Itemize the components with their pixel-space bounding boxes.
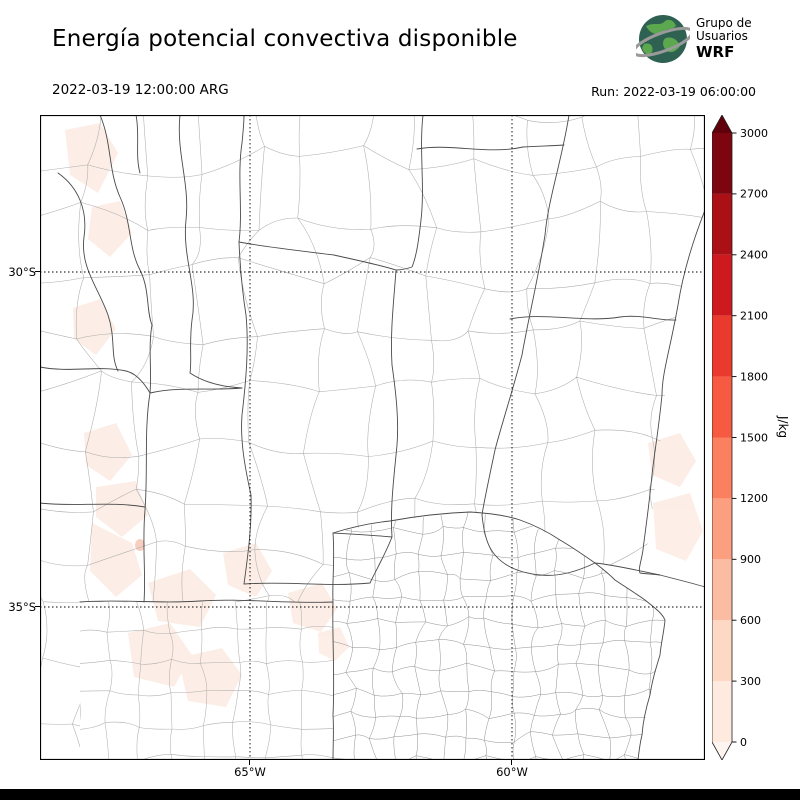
colorbar-segment — [712, 681, 732, 742]
colorbar-tick-label: 1500 — [740, 431, 768, 444]
colorbar-tick-label: 1200 — [740, 492, 768, 505]
department-boundaries — [80, 602, 333, 760]
axis-tick-mark — [35, 271, 40, 272]
colorbar: 0 300 600 900 1200 1500 1800 2100 2400 2700 3000 — [712, 115, 768, 760]
footer-bar — [0, 789, 800, 800]
wrf-logo: Grupo de Usuarios WRF — [636, 12, 752, 66]
ytick-30s-label: 30°S — [8, 265, 36, 279]
colorbar-segment — [712, 498, 732, 560]
province-boundaries — [40, 115, 705, 760]
colorbar-segment — [712, 133, 732, 194]
map-frame — [40, 115, 705, 760]
logo-text-line1: Grupo de — [696, 15, 752, 30]
colorbar-tick-label: 2400 — [740, 249, 768, 262]
globe-icon — [636, 15, 690, 63]
colorbar-segment — [712, 254, 732, 316]
colorbar-tick-label: 900 — [740, 553, 761, 566]
cape-shading-patches — [65, 123, 703, 707]
colorbar-unit-label: J/kg — [776, 416, 790, 439]
colorbar-tick-label: 2100 — [740, 310, 768, 323]
logo-text-line3: WRF — [696, 43, 735, 62]
colorbar-tick-label: 600 — [740, 614, 761, 627]
axis-tick-mark — [35, 606, 40, 607]
valid-time-label: 2022-03-19 12:00:00 ARG — [52, 82, 229, 98]
colorbar-segment — [712, 437, 732, 499]
colorbar-tick-label: 3000 — [740, 127, 768, 140]
ytick-35s-label: 35°S — [8, 600, 36, 614]
colorbar-segment — [712, 315, 732, 377]
orbit-ring-icon — [636, 26, 690, 58]
axis-tick-mark — [511, 760, 512, 765]
logo-text-line2: Usuarios — [696, 29, 748, 44]
colorbar-under-arrow — [712, 742, 732, 760]
map-canvas — [40, 115, 705, 760]
xtick-60w-label: 60°W — [496, 765, 528, 779]
colorbar-segment — [712, 193, 732, 255]
department-boundaries — [333, 512, 665, 760]
run-time-label: Run: 2022-03-19 06:00:00 — [591, 84, 756, 99]
colorbar-tick-label: 1800 — [740, 370, 768, 383]
colorbar-segment — [712, 559, 732, 621]
colorbar-tick-label: 300 — [740, 675, 761, 688]
colorbar-tick-label: 2700 — [740, 188, 768, 201]
colorbar-tick-label: 0 — [740, 736, 747, 749]
graticule — [40, 115, 705, 760]
colorbar-over-arrow — [712, 115, 732, 133]
axis-tick-mark — [249, 760, 250, 765]
xtick-65w-label: 65°W — [234, 765, 266, 779]
colorbar-segment — [712, 620, 732, 682]
page-title: Energía potencial convectiva disponible — [52, 26, 518, 52]
colorbar-segment — [712, 376, 732, 438]
